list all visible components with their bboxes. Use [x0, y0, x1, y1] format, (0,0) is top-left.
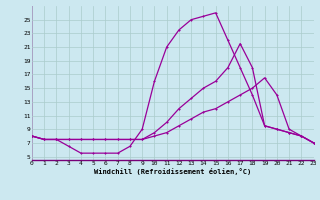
X-axis label: Windchill (Refroidissement éolien,°C): Windchill (Refroidissement éolien,°C): [94, 168, 252, 175]
